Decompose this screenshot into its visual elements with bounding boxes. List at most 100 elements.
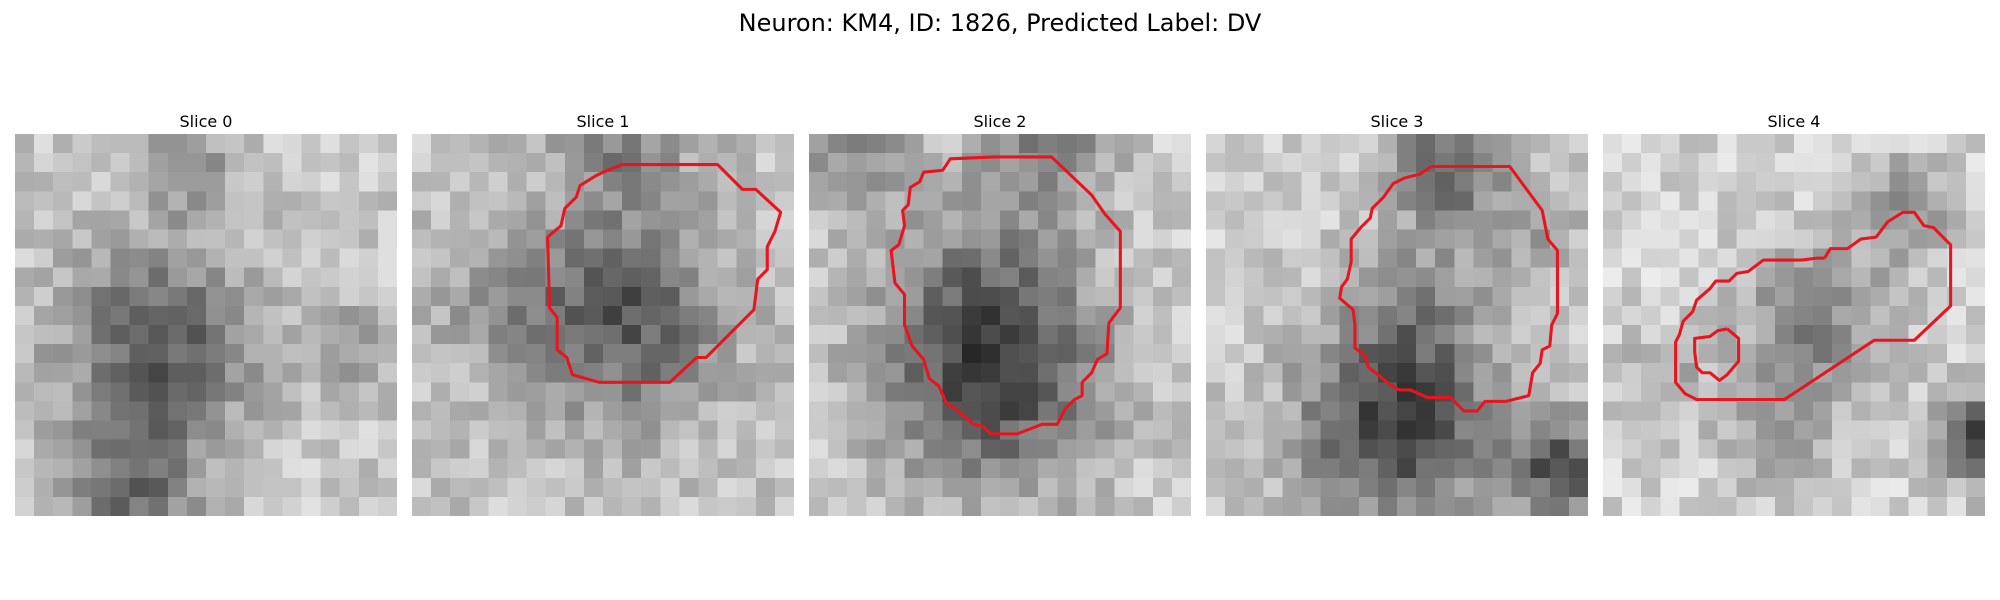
image-pixel [358,229,379,249]
image-pixel [1019,210,1039,230]
image-pixel [1736,153,1757,173]
image-pixel [1927,191,1948,211]
image-pixel [15,210,35,230]
image-pixel [1473,363,1493,383]
image-pixel [263,305,283,326]
image-pixel [1339,172,1360,192]
image-pixel [206,134,226,154]
image-pixel [225,458,245,479]
image-pixel [263,134,283,154]
image-pixel [1774,134,1795,154]
image-pixel [942,153,963,173]
image-pixel [450,496,470,516]
image-pixel [110,267,130,288]
image-pixel [507,477,527,498]
image-pixel [1473,439,1493,460]
image-pixel [1473,191,1493,211]
image-pixel [1244,344,1264,364]
image-pixel [1511,477,1532,498]
image-pixel [1908,153,1929,173]
image-pixel [167,210,188,230]
image-pixel [755,477,776,498]
image-pixel [1736,286,1757,307]
image-pixel [622,172,642,192]
image-pixel [545,153,566,173]
image-pixel [1851,286,1871,307]
image-pixel [1927,267,1948,288]
image-pixel [1263,286,1283,307]
image-pixel [129,382,150,402]
image-pixel [1813,344,1833,364]
image-pixel [1038,496,1058,516]
image-pixel [1927,305,1948,326]
image-pixel [622,477,642,498]
image-pixel [412,305,432,326]
image-pixel [72,229,92,249]
image-pixel [377,420,397,440]
image-pixel [583,248,604,269]
image-pixel [1416,401,1436,421]
image-pixel [1320,420,1341,440]
image-pixel [1568,210,1588,230]
image-pixel [1038,458,1058,479]
image-pixel [622,401,642,421]
image-pixel [980,172,1001,192]
image-pixel [1473,401,1493,421]
image-pixel [53,325,73,345]
image-pixel [1152,439,1173,460]
image-pixel [1114,229,1135,249]
image-pixel [244,191,264,211]
image-pixel [1057,286,1077,307]
image-pixel [1660,420,1680,440]
image-pixel [1660,325,1680,345]
image-pixel [1813,153,1833,173]
image-pixel [34,477,54,498]
image-pixel [412,477,432,498]
image-pixel [1282,458,1302,479]
image-pixel [488,325,508,345]
image-pixel [828,363,848,383]
image-pixel [622,382,642,402]
image-pixel [1946,401,1967,421]
image-pixel [526,229,547,249]
image-pixel [1282,210,1302,230]
image-pixel [526,401,547,421]
image-pixel [774,267,794,288]
image-pixel [564,363,585,383]
image-pixel [1339,191,1360,211]
image-pixel [469,191,489,211]
image-pixel [866,305,886,326]
image-pixel [641,439,661,460]
image-pixel [679,477,699,498]
image-pixel [53,344,73,364]
image-pixel [1171,134,1191,154]
image-pixel [1397,439,1417,460]
image-pixel [847,420,867,440]
segmentation-contour [1674,210,1953,402]
image-pixel [206,401,226,421]
image-pixel [1282,267,1302,288]
image-pixel [641,325,661,345]
image-pixel [1038,267,1058,288]
image-pixel [358,344,379,364]
image-pixel [1755,286,1776,307]
image-pixel [320,458,341,479]
image-pixel [980,344,1001,364]
image-pixel [263,420,283,440]
image-pixel [1225,267,1245,288]
image-pixel [1568,439,1588,460]
image-pixel [320,210,341,230]
image-pixel [1301,325,1321,345]
image-pixel [1832,363,1852,383]
image-pixel [167,401,188,421]
image-pixel [698,172,718,192]
image-pixel [1076,477,1096,498]
image-pixel [755,363,776,383]
image-pixel [1320,344,1341,364]
image-pixel [1794,420,1814,440]
image-pixel [1927,477,1948,498]
image-pixel [1095,458,1115,479]
image-pixel [641,248,661,269]
image-pixel [1019,325,1039,345]
image-pixel [225,439,245,460]
